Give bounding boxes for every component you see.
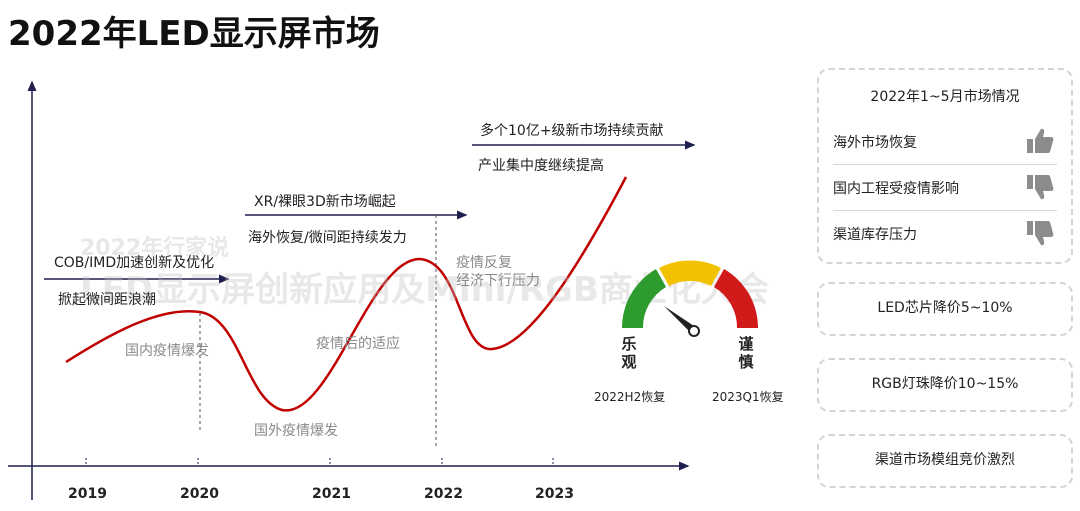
page-title: 2022年LED显示屏市场	[8, 14, 380, 54]
thumbs-up-icon	[1027, 128, 1054, 153]
thumbs-down-icon	[1027, 175, 1054, 200]
thumbs-down-icon	[1027, 221, 1054, 246]
gauge-left-label: 乐观	[621, 335, 637, 371]
phase2-sub: 海外恢复/微间距持续发力	[248, 230, 407, 246]
info-box-text: 渠道市场模组竞价激烈	[875, 452, 1015, 468]
event-recurrence-2: 经济下行压力	[456, 273, 540, 289]
event-post-epidemic: 疫情后的适应	[316, 336, 400, 352]
gauge-red-segment	[714, 269, 759, 328]
phase2-heading: XR/裸眼3D新市场崛起	[254, 194, 396, 210]
panel-row-text: 国内工程受疫情影响	[833, 181, 959, 197]
year-label: 2022	[424, 486, 463, 502]
event-recurrence-1: 疫情反复	[456, 255, 512, 271]
gauge-left-note: 2022H2恢复	[594, 390, 666, 404]
year-label: 2019	[68, 486, 107, 502]
event-domestic-outbreak: 国内疫情爆发	[125, 343, 209, 359]
phase1-sub: 掀起微间距浪潮	[58, 292, 156, 308]
gauge-green-segment	[621, 269, 666, 328]
panel-row: 海外市场恢复	[833, 118, 1057, 165]
info-box: RGB灯珠降价10~15%	[817, 358, 1073, 412]
year-label: 2021	[312, 486, 351, 502]
phase3-sub: 产业集中度继续提高	[478, 158, 604, 174]
panel-row-text: 渠道库存压力	[833, 227, 917, 243]
timeline-chart	[8, 80, 696, 500]
gauge-needle	[664, 306, 697, 334]
info-box: 渠道市场模组竞价激烈	[817, 434, 1073, 488]
phase3-heading: 多个10亿+级新市场持续贡献	[480, 123, 664, 139]
panel-row: 国内工程受疫情影响	[833, 164, 1057, 211]
market-curve	[65, 176, 628, 412]
gauge-right-note: 2023Q1恢复	[712, 390, 784, 404]
info-box-text: RGB灯珠降价10~15%	[871, 376, 1019, 392]
gauge-right-label: 谨慎	[738, 335, 754, 371]
info-box: LED芯片降价5~10%	[817, 282, 1073, 336]
info-box-text: LED芯片降价5~10%	[877, 300, 1013, 316]
sentiment-gauge	[621, 260, 759, 337]
market-status-panel: 2022年1~5月市场情况 海外市场恢复 国内工程受疫情影响 渠道库存压力	[817, 68, 1073, 264]
year-label: 2020	[180, 486, 219, 502]
event-foreign-outbreak: 国外疫情爆发	[254, 423, 338, 439]
gauge-yellow-segment	[659, 260, 721, 286]
phase1-heading: COB/IMD加速创新及优化	[54, 255, 215, 271]
panel-row: 渠道库存压力	[833, 210, 1057, 256]
panel-row-text: 海外市场恢复	[833, 135, 917, 151]
year-label: 2023	[535, 486, 574, 502]
panel-title: 2022年1~5月市场情况	[870, 89, 1020, 105]
